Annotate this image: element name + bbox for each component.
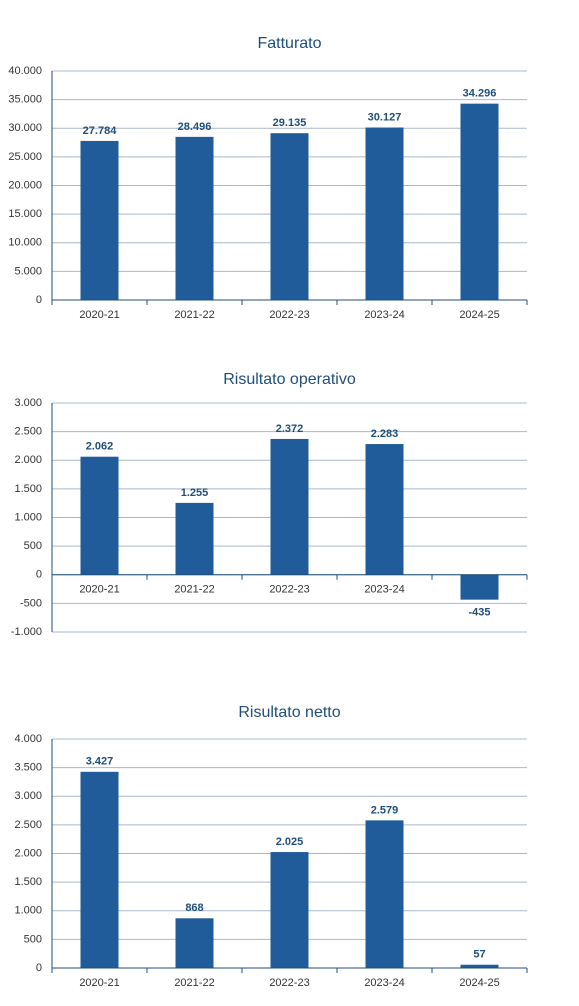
- bar: [365, 820, 404, 968]
- x-tick-label: 2023-24: [364, 977, 404, 989]
- data-label: 1.255: [181, 487, 209, 499]
- data-label: 34.296: [463, 88, 497, 100]
- y-tick-label: 1.500: [14, 876, 42, 888]
- data-label: 2.372: [276, 423, 304, 435]
- x-tick-label: 2023-24: [364, 309, 404, 321]
- x-tick-label: 2020-21: [79, 584, 119, 596]
- y-tick-label: 4.000: [14, 733, 42, 745]
- bar: [460, 964, 499, 968]
- y-tick-label: 15.000: [8, 208, 42, 220]
- data-label: -435: [468, 607, 490, 619]
- x-tick-label: 2020-21: [79, 309, 119, 321]
- bar: [270, 438, 309, 575]
- data-label: 28.496: [178, 121, 212, 133]
- chart-title: Risultato operativo: [223, 371, 356, 388]
- chart-title: Fatturato: [257, 35, 321, 52]
- bar: [175, 918, 214, 968]
- bar: [80, 771, 119, 968]
- y-tick-label: 3.000: [14, 790, 42, 802]
- y-tick-label: 40.000: [8, 65, 42, 77]
- bar: [175, 502, 214, 575]
- y-tick-label: 0: [36, 294, 42, 306]
- data-label: 2.025: [276, 836, 304, 848]
- y-tick-label: 500: [24, 540, 42, 552]
- data-label: 29.135: [273, 117, 307, 129]
- data-label: 2.062: [86, 441, 114, 453]
- y-tick-label: 2.000: [14, 454, 42, 466]
- bar: [460, 103, 499, 301]
- data-label: 3.427: [86, 756, 114, 768]
- x-tick-label: 2022-23: [269, 584, 309, 596]
- chart-title: Risultato netto: [238, 704, 340, 721]
- y-tick-label: 500: [24, 933, 42, 945]
- x-tick-label: 2022-23: [269, 309, 309, 321]
- bar: [80, 456, 119, 575]
- y-tick-label: 2.000: [14, 847, 42, 859]
- bar: [365, 127, 404, 301]
- bar: [460, 574, 499, 600]
- bar: [80, 140, 119, 300]
- y-tick-label: 25.000: [8, 151, 42, 163]
- bar: [270, 133, 309, 300]
- y-tick-label: 0: [36, 962, 42, 974]
- data-label: 57: [473, 949, 485, 961]
- y-tick-label: 1.000: [14, 511, 42, 523]
- y-tick-label: -1.000: [11, 626, 42, 638]
- x-tick-label: 2024-25: [459, 977, 499, 989]
- y-tick-label: 5.000: [14, 265, 42, 277]
- y-tick-label: 1.500: [14, 483, 42, 495]
- y-tick-label: 10.000: [8, 237, 42, 249]
- y-tick-label: 30.000: [8, 122, 42, 134]
- y-tick-label: 20.000: [8, 179, 42, 191]
- data-label: 30.127: [368, 111, 402, 123]
- data-label: 868: [185, 902, 203, 914]
- y-tick-label: 3.000: [14, 397, 42, 409]
- bar: [270, 852, 309, 968]
- y-tick-label: 35.000: [8, 94, 42, 106]
- y-tick-label: 2.500: [14, 426, 42, 438]
- data-label: 2.283: [371, 428, 399, 440]
- y-tick-label: 0: [36, 569, 42, 581]
- data-label: 27.784: [83, 125, 118, 137]
- x-tick-label: 2024-25: [459, 309, 499, 321]
- y-tick-label: -500: [20, 597, 42, 609]
- y-tick-label: 3.500: [14, 762, 42, 774]
- y-tick-label: 1.000: [14, 905, 42, 917]
- y-tick-label: 2.500: [14, 819, 42, 831]
- bar: [175, 136, 214, 300]
- x-tick-label: 2020-21: [79, 977, 119, 989]
- data-label: 2.579: [371, 804, 399, 816]
- x-tick-label: 2022-23: [269, 977, 309, 989]
- x-tick-label: 2021-22: [174, 584, 214, 596]
- bar: [365, 444, 404, 575]
- x-tick-label: 2021-22: [174, 977, 214, 989]
- x-tick-label: 2023-24: [364, 584, 404, 596]
- x-tick-label: 2021-22: [174, 309, 214, 321]
